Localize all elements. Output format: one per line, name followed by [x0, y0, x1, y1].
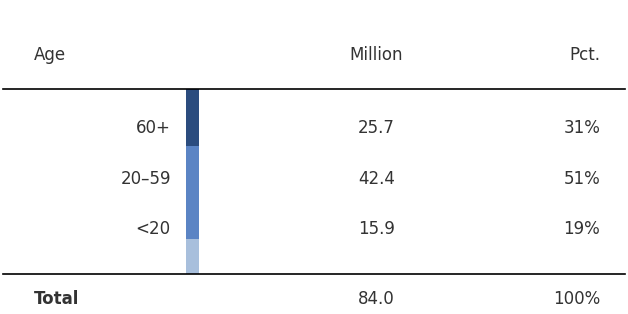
Text: 84.0: 84.0	[358, 290, 394, 308]
Bar	[186, 239, 200, 274]
Text: Pct.: Pct.	[570, 46, 600, 64]
Text: <20: <20	[136, 220, 171, 239]
Bar	[186, 146, 200, 239]
Text: 15.9: 15.9	[358, 220, 394, 239]
Text: 19%: 19%	[563, 220, 600, 239]
Text: Total: Total	[34, 290, 79, 308]
Text: 31%: 31%	[563, 119, 600, 137]
Text: 20–59: 20–59	[121, 170, 171, 187]
Text: 42.4: 42.4	[358, 170, 394, 187]
Text: 51%: 51%	[563, 170, 600, 187]
Text: 25.7: 25.7	[358, 119, 394, 137]
Text: 100%: 100%	[553, 290, 600, 308]
Text: Age: Age	[34, 46, 66, 64]
Bar	[186, 89, 200, 146]
Text: Million: Million	[350, 46, 403, 64]
Text: 60+: 60+	[136, 119, 171, 137]
